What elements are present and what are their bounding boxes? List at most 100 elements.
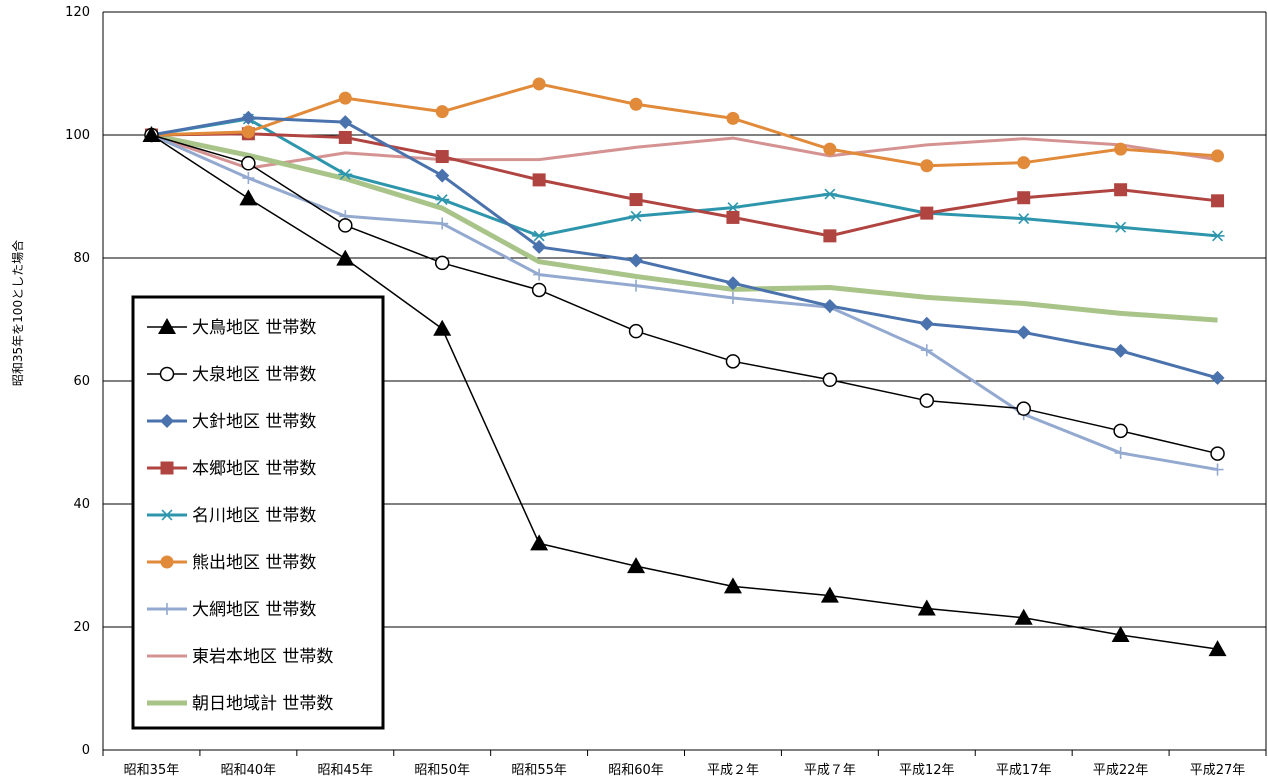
data-point-circle <box>1211 149 1225 163</box>
legend-label: 本郷地区 世帯数 <box>192 459 316 479</box>
data-point-triangle <box>1111 625 1130 642</box>
data-point-plus <box>630 279 643 292</box>
data-point-diamond <box>629 253 644 268</box>
data-point-triangle <box>530 534 549 551</box>
y-tick-label: 100 <box>65 128 90 143</box>
x-tick-label: 昭和35年 <box>124 763 180 778</box>
data-point-triangle <box>723 577 742 594</box>
data-point-triangle <box>820 586 839 603</box>
data-point-square <box>160 461 174 475</box>
data-point-circle <box>726 111 740 125</box>
series-line <box>151 134 1218 650</box>
data-point-triangle <box>1208 640 1227 657</box>
data-point-circle-open <box>628 323 644 339</box>
data-point-circle <box>920 159 934 173</box>
legend-item: 名川地区 世帯数 <box>147 506 316 526</box>
data-point-circle-open <box>919 393 935 408</box>
legend-label: 大網地区 世帯数 <box>192 600 316 620</box>
data-point-circle <box>435 105 449 119</box>
data-point-plus <box>242 172 255 185</box>
x-tick-label: 平成12年 <box>899 763 955 778</box>
x-tick-label: 昭和55年 <box>511 763 567 778</box>
data-point-star <box>435 194 450 206</box>
data-point-diamond <box>1113 343 1128 358</box>
data-point-diamond <box>1016 325 1031 340</box>
data-point-square <box>532 173 546 187</box>
data-point-triangle <box>158 318 176 334</box>
x-tick-label: 昭和50年 <box>414 763 470 778</box>
series-line <box>150 133 1218 170</box>
x-tick-label: 平成22年 <box>1093 763 1149 778</box>
legend-label: 大針地区 世帯数 <box>192 412 316 432</box>
data-point-diamond <box>1210 370 1225 385</box>
x-tick-label: 平成27年 <box>1190 763 1246 778</box>
data-point-plus <box>1211 463 1224 476</box>
data-point-plus <box>726 291 739 304</box>
data-point-circle <box>823 142 837 156</box>
legend-item: 熊出地区 世帯数 <box>147 553 316 573</box>
data-point-circle <box>1017 156 1031 170</box>
data-point-triangle <box>917 599 936 616</box>
axes: 0 20 40 60 80 100 120 昭和35年 昭和40年 昭和45年 昭和50年 昭和55年… <box>65 5 1267 778</box>
data-point-star <box>1210 230 1225 242</box>
data-point-square <box>823 229 837 243</box>
y-tick-label: 0 <box>82 743 90 758</box>
data-point-triangle <box>239 189 258 206</box>
series-1 <box>144 127 1225 461</box>
data-point-circle <box>532 77 546 91</box>
series-0 <box>142 126 1227 657</box>
data-point-circle-open <box>338 218 353 233</box>
series-8 <box>150 132 1218 323</box>
y-tick-label: 120 <box>65 5 90 20</box>
x-tick-label: 平成17年 <box>996 763 1052 778</box>
y-tick-label: 40 <box>73 497 90 512</box>
y-tick-label: 80 <box>73 251 90 266</box>
legend-item: 大泉地区 世帯数 <box>147 365 316 385</box>
legend-label: 名川地区 世帯数 <box>192 506 316 526</box>
x-tick-label: 昭和40年 <box>221 763 277 778</box>
data-point-circle-open <box>822 372 838 388</box>
data-point-triangle <box>433 319 452 336</box>
data-point-diamond <box>532 239 547 254</box>
data-point-star <box>532 230 547 242</box>
y-tick-label: 20 <box>73 620 90 635</box>
data-point-star <box>160 509 174 521</box>
data-point-star <box>1016 213 1031 225</box>
data-point-diamond <box>725 276 740 291</box>
data-point-plus <box>1114 446 1127 459</box>
data-point-plus <box>533 268 546 281</box>
data-point-square <box>1211 194 1225 208</box>
series-line <box>151 132 1218 238</box>
data-point-circle <box>241 125 255 139</box>
legend-item: 東岩本地区 世帯数 <box>147 647 333 667</box>
legend-label: 朝日地域計 世帯数 <box>192 694 333 714</box>
y-tick-label: 60 <box>73 374 90 389</box>
data-point-star <box>822 188 837 200</box>
legend-item: 本郷地区 世帯数 <box>147 459 316 479</box>
y-axis-title: 昭和35年を100とした場合 <box>10 240 25 386</box>
legend-label: 大泉地区 世帯数 <box>192 365 316 385</box>
data-point-plus <box>920 344 933 357</box>
data-point-square <box>726 210 740 224</box>
data-point-plus <box>436 217 449 230</box>
series-line <box>151 116 1218 380</box>
legend-item: 大鳥地区 世帯数 <box>147 318 316 338</box>
data-point-diamond <box>435 168 450 183</box>
data-point-circle-open <box>531 282 547 298</box>
series-line <box>151 82 1218 168</box>
data-point-circle-open <box>1016 401 1031 416</box>
legend-label: 東岩本地区 世帯数 <box>192 647 333 667</box>
data-point-square <box>1017 191 1031 205</box>
data-point-triangle <box>142 126 161 142</box>
data-point-star <box>338 168 353 180</box>
data-point-square <box>435 150 449 164</box>
data-point-diamond <box>822 298 837 313</box>
series-7 <box>150 133 1218 170</box>
data-point-star <box>725 202 740 214</box>
series-line <box>150 133 1218 472</box>
data-point-triangle <box>1014 608 1033 625</box>
data-point-circle <box>338 91 352 105</box>
